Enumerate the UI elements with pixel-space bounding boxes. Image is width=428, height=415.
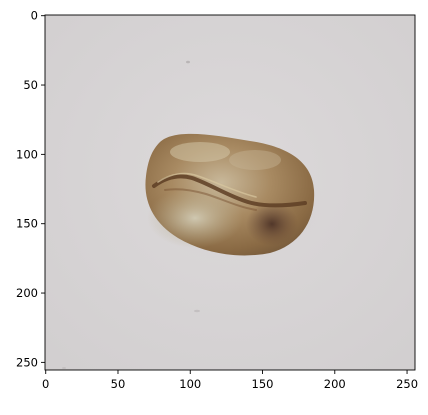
y-tick-label: 50 [23, 78, 38, 92]
y-tick-label: 200 [16, 286, 38, 300]
bean-pale-lobe [147, 188, 243, 248]
bean-highlight [170, 142, 230, 162]
x-tick-label: 250 [396, 377, 418, 391]
x-axis-ticks: 0 50 100 150 200 250 [42, 370, 418, 391]
bean-crease [152, 174, 307, 208]
y-tick-label: 0 [31, 9, 38, 23]
x-tick-label: 100 [179, 377, 201, 391]
y-axis-ticks: 0 50 100 150 200 250 [16, 9, 45, 369]
bean-crease-edge [157, 172, 257, 198]
bean-highlight [229, 150, 281, 170]
background-speck [186, 60, 190, 64]
background-speck [62, 367, 66, 369]
x-tick-label: 200 [324, 377, 346, 391]
x-tick-label: 150 [252, 377, 274, 391]
y-tick-label: 250 [16, 355, 38, 369]
bean-dark-patch [246, 202, 298, 246]
background-speck [194, 309, 200, 313]
x-tick-label: 0 [42, 377, 49, 391]
y-tick-label: 100 [16, 147, 38, 161]
bean-crease-shadow [164, 188, 257, 211]
y-tick-label: 150 [16, 217, 38, 231]
x-tick-label: 50 [111, 377, 126, 391]
coffee-bean [145, 133, 315, 256]
axes-frame [44, 14, 416, 371]
image-area [45, 15, 415, 370]
